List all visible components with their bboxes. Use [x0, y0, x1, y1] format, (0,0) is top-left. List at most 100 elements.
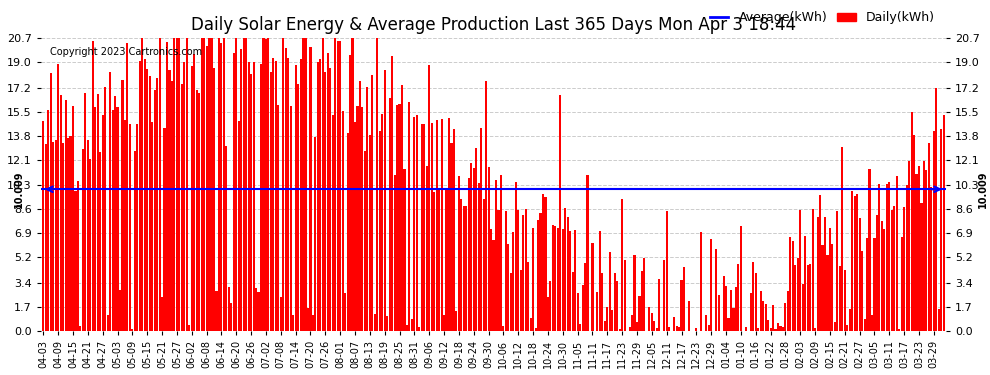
Bar	[601, 273, 604, 331]
Bar	[173, 38, 175, 331]
Bar	[401, 85, 403, 331]
Bar	[416, 115, 418, 331]
Bar	[117, 107, 119, 331]
Bar	[759, 291, 761, 331]
Bar	[544, 197, 546, 331]
Bar	[680, 280, 682, 331]
Bar	[928, 143, 930, 331]
Bar	[325, 72, 327, 331]
Bar	[926, 170, 928, 331]
Bar	[655, 328, 657, 331]
Bar	[802, 284, 804, 331]
Bar	[774, 329, 776, 331]
Bar	[769, 328, 771, 331]
Bar	[851, 191, 853, 331]
Bar	[641, 272, 643, 331]
Bar	[540, 213, 542, 331]
Bar	[492, 240, 495, 331]
Bar	[218, 38, 220, 331]
Bar	[480, 128, 482, 331]
Bar	[606, 307, 609, 331]
Bar	[139, 61, 141, 331]
Bar	[137, 124, 139, 331]
Bar	[908, 161, 910, 331]
Bar	[129, 124, 131, 331]
Bar	[663, 260, 665, 331]
Bar	[241, 50, 243, 331]
Bar	[48, 111, 50, 331]
Bar	[457, 176, 460, 331]
Bar	[827, 255, 829, 331]
Bar	[784, 303, 786, 331]
Bar	[631, 315, 633, 331]
Bar	[257, 292, 259, 331]
Bar	[650, 314, 652, 331]
Bar	[807, 265, 809, 331]
Bar	[822, 245, 824, 331]
Bar	[436, 120, 438, 331]
Bar	[389, 98, 391, 331]
Bar	[50, 73, 51, 331]
Bar	[532, 228, 535, 331]
Bar	[911, 112, 913, 331]
Bar	[211, 38, 213, 331]
Bar	[559, 95, 561, 331]
Bar	[280, 297, 282, 331]
Bar	[462, 206, 465, 331]
Bar	[132, 329, 134, 331]
Bar	[554, 226, 556, 331]
Bar	[335, 38, 337, 331]
Bar	[351, 38, 353, 331]
Bar	[762, 301, 764, 331]
Bar	[163, 128, 165, 331]
Bar	[708, 326, 710, 331]
Bar	[186, 38, 188, 331]
Text: Copyright 2023 Cartronics.com: Copyright 2023 Cartronics.com	[50, 47, 202, 57]
Bar	[794, 265, 796, 331]
Bar	[398, 104, 401, 331]
Bar	[901, 237, 903, 331]
Bar	[94, 107, 96, 331]
Bar	[832, 244, 834, 331]
Bar	[248, 62, 249, 331]
Bar	[87, 141, 89, 331]
Bar	[345, 292, 346, 331]
Bar	[824, 217, 826, 331]
Bar	[431, 123, 433, 331]
Bar	[460, 199, 462, 331]
Bar	[196, 90, 198, 331]
Bar	[272, 58, 274, 331]
Bar	[779, 326, 781, 331]
Bar	[619, 329, 621, 331]
Bar	[738, 264, 740, 331]
Bar	[502, 326, 505, 331]
Bar	[490, 230, 492, 331]
Bar	[749, 292, 751, 331]
Bar	[636, 322, 638, 331]
Bar	[678, 327, 680, 331]
Bar	[863, 319, 865, 331]
Bar	[191, 66, 193, 331]
Bar	[842, 147, 843, 331]
Bar	[843, 270, 845, 331]
Bar	[848, 309, 850, 331]
Bar	[535, 328, 537, 331]
Bar	[725, 286, 727, 331]
Bar	[450, 143, 452, 331]
Bar	[470, 164, 472, 331]
Bar	[327, 53, 329, 331]
Bar	[740, 226, 742, 331]
Bar	[226, 146, 228, 331]
Bar	[168, 70, 170, 331]
Bar	[443, 315, 446, 331]
Bar	[260, 64, 262, 331]
Bar	[782, 327, 784, 331]
Bar	[616, 281, 619, 331]
Bar	[710, 239, 712, 331]
Bar	[728, 318, 730, 331]
Bar	[45, 144, 47, 331]
Bar	[236, 38, 238, 331]
Bar	[134, 151, 136, 331]
Bar	[675, 326, 677, 331]
Bar	[495, 180, 497, 331]
